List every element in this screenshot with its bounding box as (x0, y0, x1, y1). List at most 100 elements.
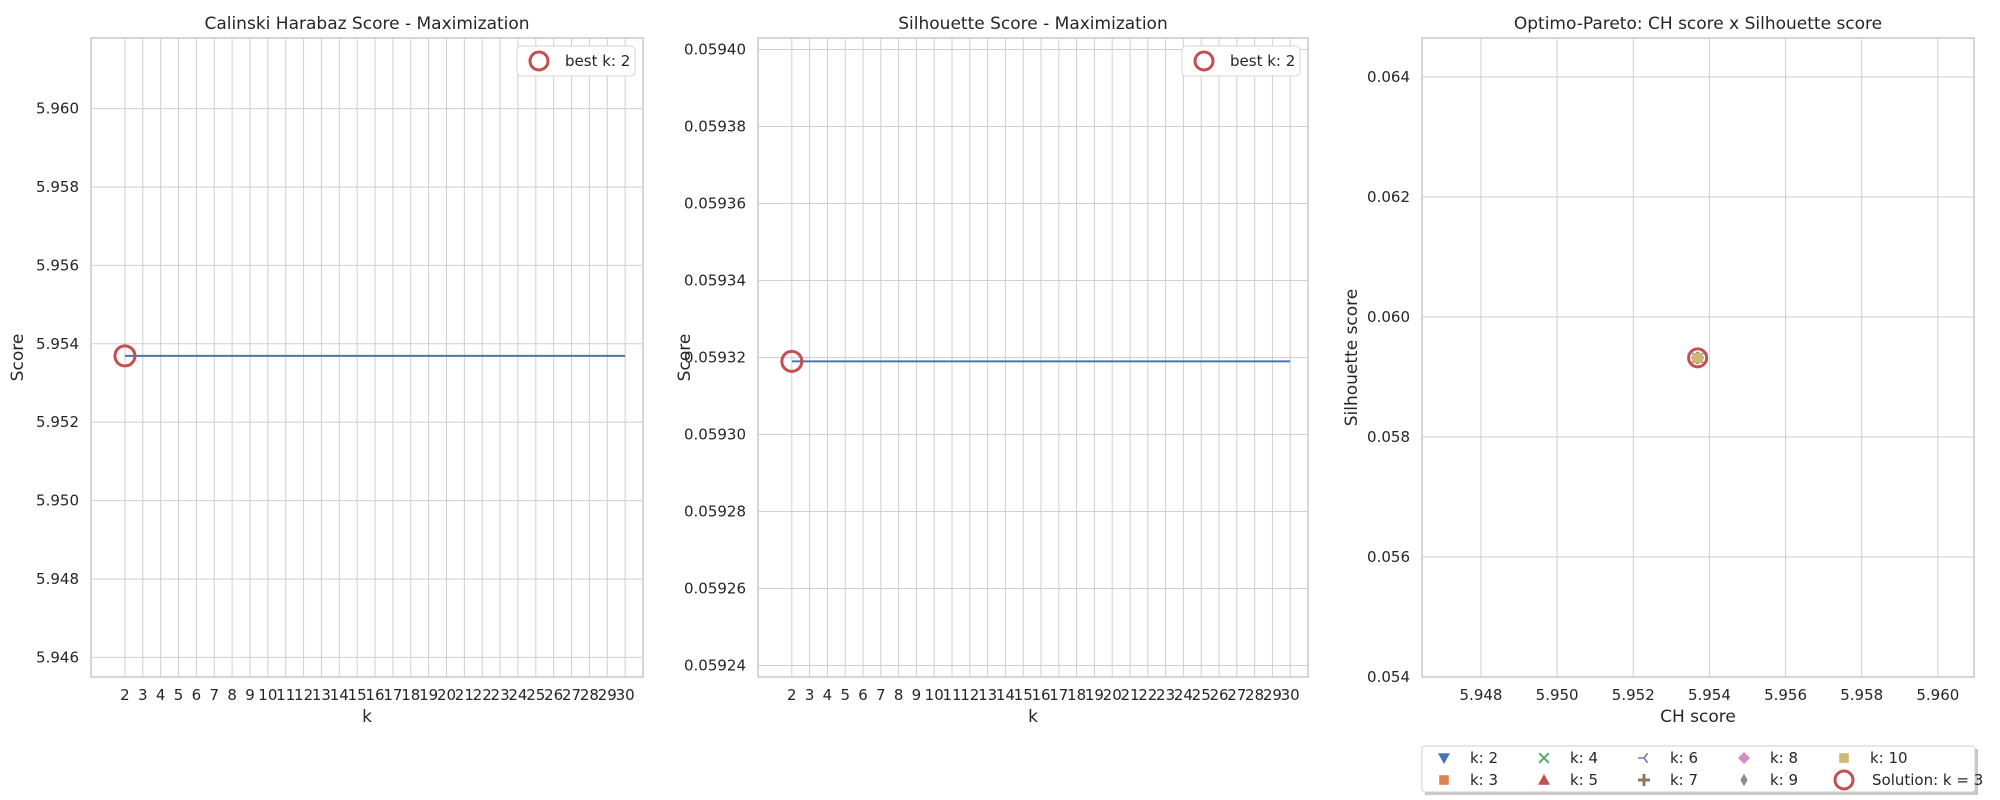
legend-label: k: 5 (1570, 771, 1598, 789)
axes-frame (757, 37, 1309, 678)
x-tick-label: 28 (1245, 686, 1264, 704)
y-tick-label: 0.058 (1367, 428, 1410, 446)
x-tick-label: 8 (227, 686, 237, 704)
x-tick-label: 27 (562, 686, 581, 704)
y-axis-label: Score (675, 334, 695, 382)
y-tick-label: 0.05924 (684, 656, 746, 674)
x-tick-label: 10 (925, 686, 944, 704)
legend-marker-k-7 (1638, 774, 1650, 786)
legend-label: k: 8 (1770, 749, 1798, 767)
legend-label: k: 9 (1770, 771, 1798, 789)
x-tick-label: 11 (942, 686, 961, 704)
y-tick-label: 5.958 (36, 178, 79, 196)
x-tick-label: 22 (473, 686, 492, 704)
y-tick-label: 0.054 (1367, 668, 1410, 686)
y-tick-label: 5.952 (36, 413, 79, 431)
x-tick-label: 18 (401, 686, 420, 704)
x-tick-label: 9 (245, 686, 255, 704)
x-tick-label: 19 (419, 686, 438, 704)
x-tick-label: 8 (894, 686, 904, 704)
x-axis-label: CH score (1660, 707, 1736, 727)
x-tick-label: 12 (960, 686, 979, 704)
x-tick-label: 7 (876, 686, 886, 704)
legend-marker-k-4 (1538, 752, 1550, 764)
y-tick-label: 5.950 (36, 492, 79, 510)
x-tick-label: 7 (209, 686, 219, 704)
x-tick-label: 5.960 (1916, 686, 1959, 704)
legend-label: k: 10 (1870, 749, 1908, 767)
y-tick-label: 0.05936 (684, 195, 746, 213)
x-tick-label: 18 (1067, 686, 1086, 704)
x-tick-label: 29 (598, 686, 617, 704)
legend-marker-k-6 (1638, 752, 1649, 764)
legend-box (1421, 745, 1976, 793)
chart-silhouette: 2 3 4 5 6 7 8 9 10111213141516171819202122232425… (675, 14, 1309, 727)
x-tick-label: 23 (1156, 686, 1175, 704)
y-tick-label: 0.05930 (684, 425, 746, 443)
best-k-marker (113, 344, 137, 368)
x-tick-label: 13 (312, 686, 331, 704)
legend-label-best-k: best k: 2 (565, 52, 630, 70)
legend-marker-k-5 (1538, 774, 1550, 785)
legend-label: k: 2 (1470, 749, 1498, 767)
x-tick-label: 3 (805, 686, 815, 704)
x-tick-label: 15 (1014, 686, 1033, 704)
x-tick-label: 28 (580, 686, 599, 704)
y-tick-label: 0.05938 (684, 118, 746, 136)
legend-marker-k-8 (1738, 752, 1750, 764)
x-axis-label: k (1028, 707, 1038, 727)
legend-marker-k-2 (1438, 753, 1450, 764)
x-tick-label: 5.958 (1840, 686, 1883, 704)
x-tick-label: 26 (1209, 686, 1228, 704)
legend-marker-k-3 (1439, 775, 1449, 785)
legend-marker-solution-k-3 (1833, 769, 1855, 791)
y-tick-label: 5.954 (36, 335, 79, 353)
legend-box (1181, 45, 1301, 77)
x-tick-label: 10 (258, 686, 277, 704)
x-tick-label: 14 (996, 686, 1015, 704)
x-tick-label: 5.952 (1612, 686, 1655, 704)
y-tick-label: 5.956 (36, 256, 79, 274)
plot-area (91, 38, 643, 677)
x-tick-label: 22 (1138, 686, 1157, 704)
legend-label: k: 4 (1570, 749, 1598, 767)
x-tick-label: 4 (823, 686, 833, 704)
x-tick-label: 11 (276, 686, 295, 704)
x-tick-label: 5 (174, 686, 184, 704)
pareto-legend: k: 2 k: 3 k: 4 k: 5 k: 6 k: 7 k: 8 k: 9 k: 10 Sol… (1421, 745, 1983, 795)
x-tick-label: 14 (330, 686, 349, 704)
y-tick-label: 0.05940 (684, 41, 746, 59)
x-tick-label: 19 (1085, 686, 1104, 704)
legend-marker-best-k (1193, 50, 1215, 72)
y-axis-label: Score (8, 334, 28, 382)
x-tick-label: 2 (787, 686, 797, 704)
x-tick-label: 6 (858, 686, 868, 704)
x-tick-label: 29 (1263, 686, 1282, 704)
y-axis-label: Silhouette score (1342, 289, 1362, 427)
x-tick-label: 24 (1174, 686, 1193, 704)
chart-calinski-harabaz: 2 3 4 5 6 7 8 9 10111213141516171819202122232425… (8, 14, 644, 727)
y-tick-label: 0.064 (1367, 68, 1410, 86)
axes-frame (90, 37, 644, 678)
x-tick-label: 20 (437, 686, 456, 704)
x-tick-label: 25 (526, 686, 545, 704)
x-tick-label: 30 (1281, 686, 1300, 704)
y-tick-label: 0.062 (1367, 188, 1410, 206)
legend-label: k: 3 (1470, 771, 1498, 789)
chart-title: Optimo-Pareto: CH score x Silhouette sco… (1514, 14, 1882, 34)
x-tick-label: 6 (192, 686, 202, 704)
x-tick-label: 24 (508, 686, 527, 704)
solution-marker (1687, 347, 1709, 369)
x-tick-label: 16 (365, 686, 384, 704)
y-tick-label: 0.05926 (684, 579, 746, 597)
y-tick-label: 0.056 (1367, 548, 1410, 566)
y-tick-label: 0.05934 (684, 272, 746, 290)
legend-label-best-k: best k: 2 (1230, 52, 1295, 70)
point-k-10 (1692, 353, 1703, 363)
x-tick-label: 5.950 (1536, 686, 1579, 704)
x-tick-label: 21 (455, 686, 474, 704)
x-tick-label: 13 (978, 686, 997, 704)
y-tick-label: 0.05932 (684, 349, 746, 367)
y-tick-label: 5.946 (36, 648, 79, 666)
